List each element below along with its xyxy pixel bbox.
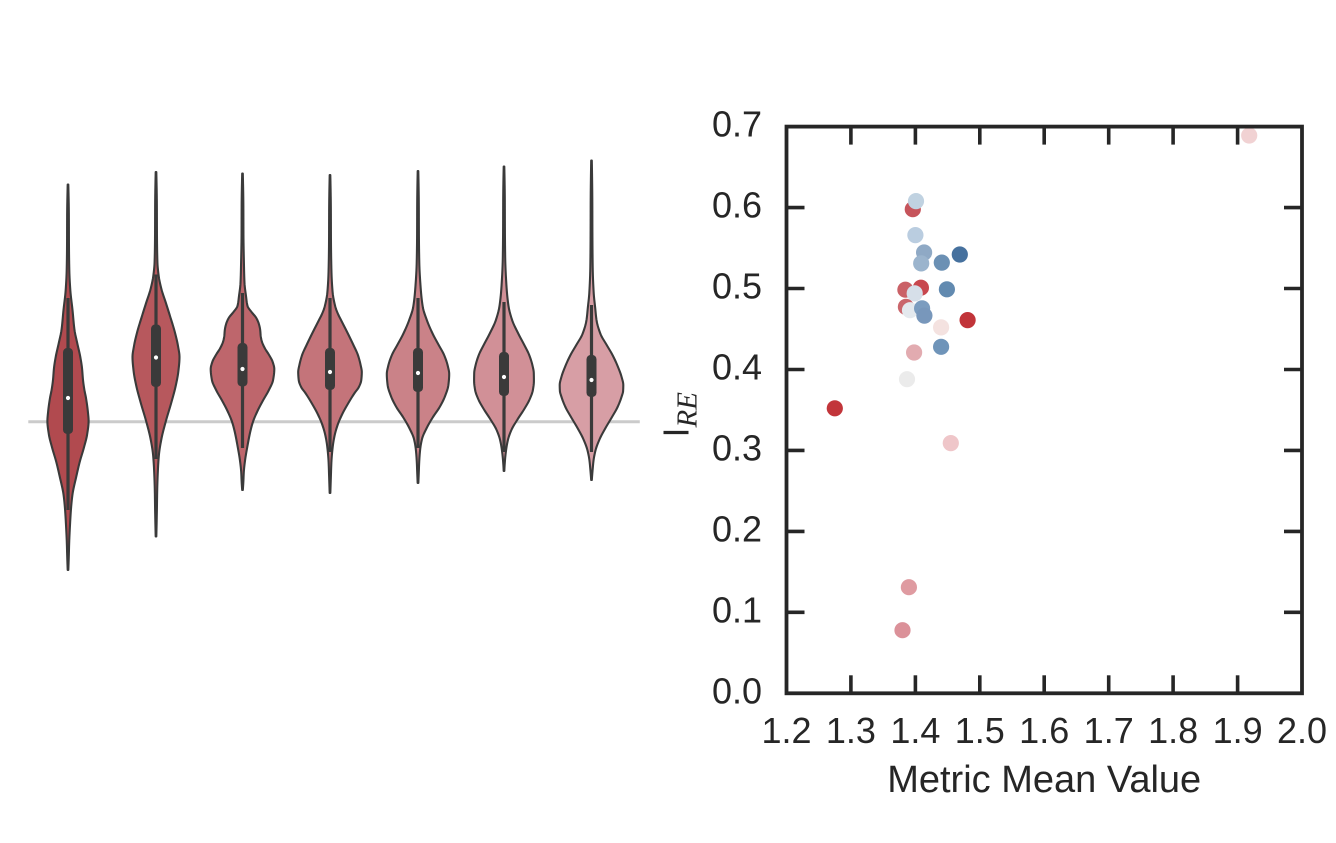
svg-text:1.2: 1.2 — [761, 710, 811, 751]
svg-text:1.3: 1.3 — [826, 710, 876, 751]
svg-text:Metric Mean Value: Metric Mean Value — [887, 759, 1201, 801]
svg-text:0.2: 0.2 — [712, 508, 762, 549]
svg-text:2.0: 2.0 — [1277, 710, 1327, 751]
svg-text:1.8: 1.8 — [1148, 710, 1198, 751]
svg-text:0.0: 0.0 — [712, 670, 762, 711]
svg-text:1.5: 1.5 — [955, 710, 1005, 751]
svg-text:1.9: 1.9 — [1213, 710, 1263, 751]
svg-text:0.3: 0.3 — [712, 427, 762, 468]
svg-text:0.1: 0.1 — [712, 589, 762, 630]
svg-text:0.7: 0.7 — [712, 104, 762, 145]
svg-text:1.4: 1.4 — [890, 710, 940, 751]
svg-text:0.5: 0.5 — [712, 266, 762, 307]
svg-text:0.6: 0.6 — [712, 185, 762, 226]
svg-text:1.6: 1.6 — [1019, 710, 1069, 751]
svg-text:0.4: 0.4 — [712, 347, 762, 388]
svg-text:1.7: 1.7 — [1084, 710, 1134, 751]
